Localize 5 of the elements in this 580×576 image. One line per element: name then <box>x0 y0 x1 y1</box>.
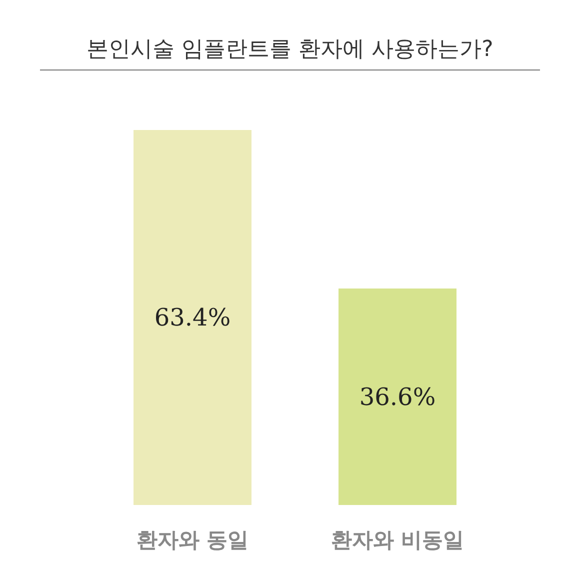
x-tick-label: 환자와 비동일 <box>330 528 464 552</box>
chart-title: 본인시술 임플란트를 환자에 사용하는가? <box>86 37 494 62</box>
data-label: 63.4% <box>154 304 231 332</box>
x-tick-label: 환자와 동일 <box>136 528 249 552</box>
data-label: 36.6% <box>359 382 436 411</box>
